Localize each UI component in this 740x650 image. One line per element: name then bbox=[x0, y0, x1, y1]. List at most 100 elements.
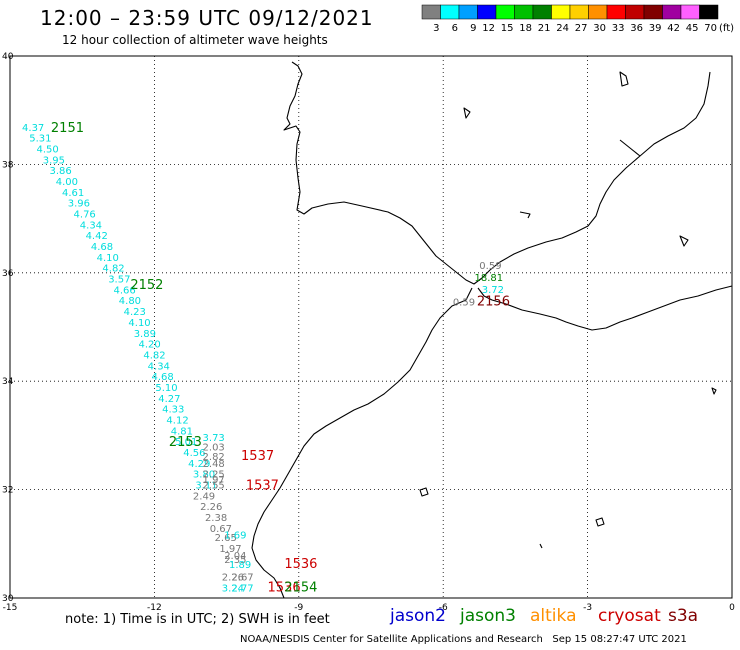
color-legend: 3 6 9 12 15 18 21 24 27 30 33 36 39 42 45 70 (ft) bbox=[421, 4, 734, 34]
lon-tick-label: -15 bbox=[3, 603, 18, 613]
swh-value: 2.65 bbox=[215, 533, 237, 544]
swh-value: 4.29 bbox=[188, 459, 210, 470]
swh-value: 3.72 bbox=[482, 285, 504, 296]
swh-value: 2.25 bbox=[203, 470, 225, 481]
swh-value: 4.10 bbox=[97, 253, 119, 264]
lat-tick-label: 40 bbox=[2, 52, 14, 62]
swh-value: 1.97 bbox=[203, 475, 225, 486]
swh-value: 2.26 bbox=[200, 502, 222, 513]
track-label-2154: 2154 bbox=[284, 580, 317, 595]
swh-value: 0.67 bbox=[210, 524, 232, 535]
dot-madeira bbox=[711, 387, 717, 395]
track-label-1537: 1537 bbox=[241, 449, 274, 464]
swh-value: 4.42 bbox=[86, 231, 108, 242]
swh-value: 5.31 bbox=[29, 134, 51, 145]
swh-value: 4.81 bbox=[171, 426, 193, 437]
legend-swatch-15 bbox=[495, 4, 515, 20]
legend-swatch-18 bbox=[514, 4, 534, 20]
lake-2 bbox=[463, 107, 471, 119]
legend-swatch-45 bbox=[680, 4, 700, 20]
coastline-north-africa bbox=[251, 287, 473, 599]
lake-3 bbox=[679, 235, 689, 247]
lat-tick-label: 30 bbox=[2, 594, 14, 604]
legend-unit: (ft) bbox=[719, 23, 734, 34]
swh-value: 3.86 bbox=[49, 166, 71, 177]
swh-value: 2.35 bbox=[224, 555, 246, 566]
swh-value: 1.89 bbox=[229, 560, 251, 571]
swh-value: 0.59 bbox=[453, 297, 475, 308]
swh-value: 2.26 bbox=[222, 573, 244, 584]
swh-value: 4.27 bbox=[158, 394, 180, 405]
swh-value: 4.82 bbox=[102, 264, 124, 275]
lon-tick-label: -9 bbox=[294, 603, 303, 613]
legend-swatch-21 bbox=[532, 4, 552, 20]
legend-label-3: 3 bbox=[433, 23, 439, 34]
swh-value: 3.80 bbox=[193, 470, 215, 481]
legend-label-6: 6 bbox=[452, 23, 458, 34]
legend-swatch-42 bbox=[662, 4, 682, 20]
swh-value: 3.95 bbox=[43, 155, 65, 166]
swh-value: 4.56 bbox=[183, 448, 205, 459]
legend-label-15: 15 bbox=[501, 23, 514, 34]
swh-value: 2.55 bbox=[203, 481, 225, 492]
swh-value: 4.20 bbox=[139, 340, 161, 351]
swh-value: 18.81 bbox=[474, 273, 503, 284]
lat-tick-label: 34 bbox=[2, 377, 14, 387]
satellite-cryosat: cryosat bbox=[598, 606, 661, 626]
swh-value: 4.82 bbox=[143, 350, 165, 361]
swh-value: 3.96 bbox=[68, 199, 90, 210]
swh-value: 2.38 bbox=[205, 513, 227, 524]
page-subtitle: 12 hour collection of altimeter wave hei… bbox=[62, 33, 328, 47]
swh-value: 4.80 bbox=[119, 296, 141, 307]
swh-value: 0.59 bbox=[479, 261, 501, 272]
coastline-mediterranean-africa bbox=[477, 285, 733, 331]
legend-swatch-12 bbox=[477, 4, 497, 20]
swh-value: 4.33 bbox=[162, 405, 184, 416]
lon-tick-label: -3 bbox=[583, 603, 592, 613]
legend-swatch-39 bbox=[643, 4, 663, 20]
legend-label-9: 9 bbox=[470, 23, 476, 34]
river-1 bbox=[619, 139, 641, 157]
swh-value: 2.77 bbox=[231, 583, 253, 594]
legend-label-24: 24 bbox=[556, 23, 569, 34]
swh-value: 4.34 bbox=[80, 220, 102, 231]
legend-label-39: 39 bbox=[649, 23, 662, 34]
legend-swatch-24 bbox=[551, 4, 571, 20]
swh-value: 4.76 bbox=[74, 210, 96, 221]
swh-value: 4.68 bbox=[91, 242, 113, 253]
legend-label-36: 36 bbox=[630, 23, 643, 34]
lon-tick-label: 0 bbox=[729, 603, 735, 613]
credit-text: NOAA/NESDIS Center for Satellite Applica… bbox=[240, 634, 543, 645]
map-frame bbox=[9, 55, 733, 599]
coastline bbox=[251, 61, 733, 599]
swh-value: 3.89 bbox=[134, 329, 156, 340]
legend-swatch-9 bbox=[458, 4, 478, 20]
track-label-1536: 1536 bbox=[268, 580, 301, 595]
river-2 bbox=[519, 211, 531, 219]
swh-value: 3.24 bbox=[222, 583, 244, 594]
legend-swatch-3 bbox=[421, 4, 441, 20]
legend-label-12: 12 bbox=[482, 23, 495, 34]
swh-value: 4.34 bbox=[148, 361, 170, 372]
credit-line: NOAA/NESDIS Center for Satellite Applica… bbox=[240, 634, 687, 645]
lat-tick-label: 32 bbox=[2, 486, 13, 496]
swh-value: 5.01 bbox=[175, 437, 197, 448]
swh-value: 1.69 bbox=[224, 530, 246, 541]
timestamp: Sep 15 08:27:47 UTC 2021 bbox=[552, 634, 687, 645]
page-title: 12:00 – 23:59 UTC 09/12/2021 bbox=[40, 6, 374, 30]
swh-value: 2.48 bbox=[203, 459, 225, 470]
legend-swatch-70 bbox=[699, 4, 719, 20]
swh-value: 4.37 bbox=[22, 123, 44, 134]
legend-swatch-30 bbox=[588, 4, 608, 20]
legend-label-27: 27 bbox=[575, 23, 588, 34]
legend-label-70: 70 bbox=[704, 23, 717, 34]
swh-value: 4.10 bbox=[128, 318, 150, 329]
swh-value: 2.82 bbox=[203, 452, 225, 463]
track-label-2153: 2153 bbox=[169, 435, 202, 450]
legend-label-42: 42 bbox=[667, 23, 680, 34]
swh-value: 4.66 bbox=[113, 285, 135, 296]
track-label-1537: 1537 bbox=[246, 479, 279, 494]
lon-tick-label: -6 bbox=[439, 603, 448, 613]
track-label-2151: 2151 bbox=[51, 121, 84, 136]
